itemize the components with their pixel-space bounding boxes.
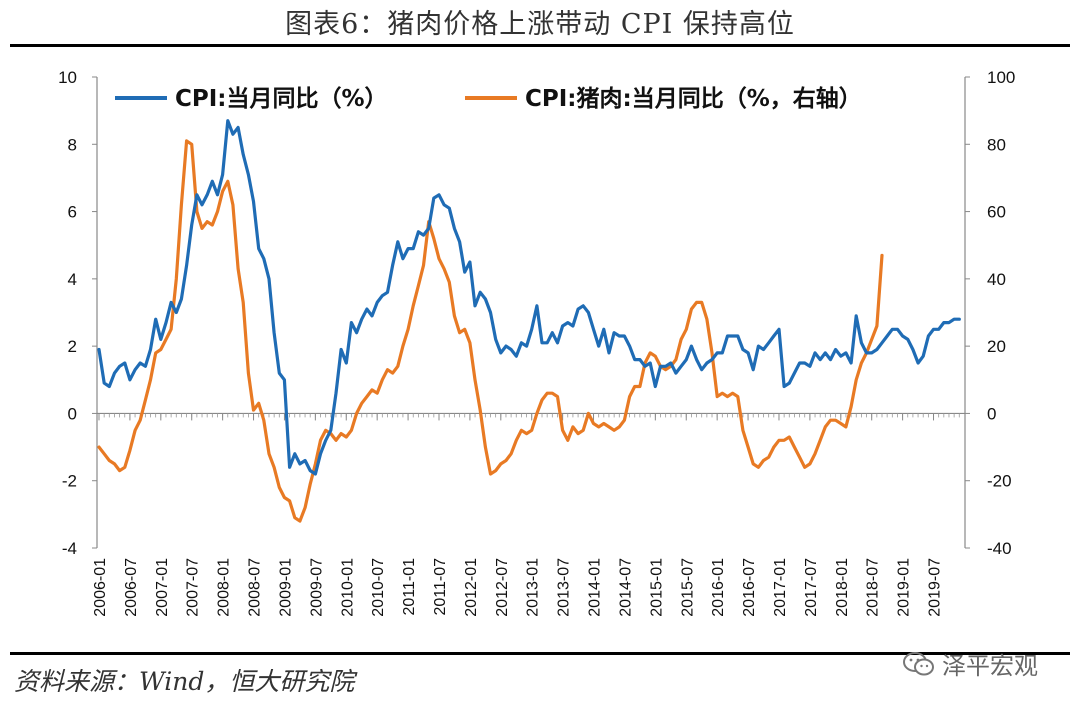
x-tick-label: 2016-01: [710, 558, 727, 617]
x-tick-label: 2019-07: [927, 558, 944, 617]
right-tick-label: 0: [987, 404, 996, 423]
chart-lines: [97, 119, 961, 523]
chart-title: 图表6：猪肉价格上涨带动 CPI 保持高位: [285, 9, 795, 40]
wechat-icon: [903, 651, 934, 675]
x-tick-label: 2007-01: [154, 558, 171, 617]
x-tick-label: 2017-07: [803, 558, 820, 617]
x-tick-label: 2011-01: [401, 558, 418, 616]
x-tick-label: 2013-01: [525, 558, 542, 617]
x-tick-label: 2016-07: [741, 558, 758, 617]
watermark-text: 泽平宏观: [942, 652, 1038, 680]
top-rule: [10, 44, 1070, 47]
x-tick-label: 2010-07: [370, 558, 387, 617]
left-tick-label: 10: [58, 68, 77, 87]
watermark: 泽平宏观: [902, 646, 1038, 681]
cpi-series-line: [97, 119, 961, 476]
x-tick-label: 2008-07: [247, 558, 264, 617]
left-tick-label: -4: [62, 539, 77, 558]
left-tick-label: 6: [68, 203, 77, 222]
right-tick-label: 60: [987, 203, 1006, 222]
x-tick-label: 2009-01: [277, 558, 294, 617]
left-tick-label: 8: [68, 135, 77, 154]
x-tick-label: 2011-07: [432, 558, 449, 616]
x-tick-label: 2010-01: [339, 558, 356, 617]
x-tick-label: 2013-07: [556, 558, 573, 617]
x-tick-label: 2006-07: [123, 558, 140, 617]
x-tick-label: 2015-01: [648, 558, 665, 617]
x-tick-label: 2014-07: [617, 558, 634, 617]
x-tick-label: 2012-01: [463, 558, 480, 617]
x-tick-label: 2008-01: [216, 558, 233, 617]
x-tick-label: 2017-01: [772, 558, 789, 617]
x-tick-label: 2019-01: [896, 558, 913, 617]
x-tick-label: 2007-07: [185, 558, 202, 617]
x-tick-label: 2006-01: [92, 558, 109, 617]
source-note: 资料来源：Wind，恒大研究院: [14, 667, 355, 696]
x-tick-label: 2018-01: [834, 558, 851, 617]
x-tick-label: 2012-07: [494, 558, 511, 617]
right-tick-label: 40: [987, 270, 1006, 289]
right-tick-label: 100: [987, 68, 1015, 87]
right-tick-label: -40: [987, 539, 1012, 558]
legend-label-pork: CPI:猪肉:当月同比（%，右轴）: [525, 85, 862, 112]
bottom-rule: [10, 652, 1070, 655]
x-tick-label: 2009-07: [308, 558, 325, 617]
left-tick-label: 0: [68, 404, 77, 423]
right-tick-label: 20: [987, 337, 1006, 356]
x-tick-label: 2015-07: [679, 558, 696, 617]
left-tick-label: -2: [62, 472, 77, 491]
right-tick-label: 80: [987, 135, 1006, 154]
x-tick-label: 2018-07: [865, 558, 882, 617]
chart-legend: CPI:当月同比（%） CPI:猪肉:当月同比（%，右轴）: [115, 85, 862, 112]
pork-cpi-series-line: [97, 139, 884, 523]
x-tick-label: 2014-01: [587, 558, 604, 617]
right-tick-label: -20: [987, 472, 1012, 491]
left-tick-label: 2: [68, 337, 77, 356]
legend-label-cpi: CPI:当月同比（%）: [175, 85, 388, 112]
left-tick-label: 4: [68, 270, 77, 289]
